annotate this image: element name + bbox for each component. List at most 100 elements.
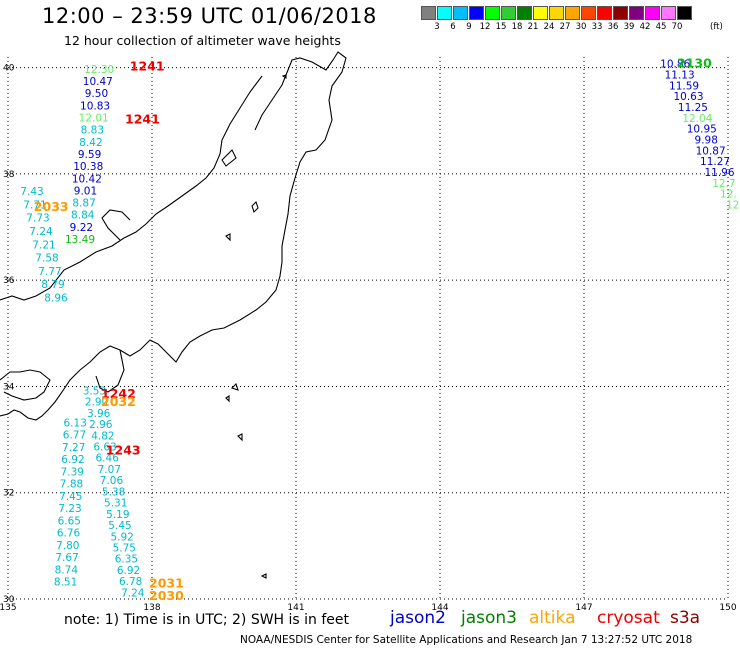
color-scale-label: 45 <box>655 22 667 32</box>
wave-height-value: 6.13 <box>64 417 87 429</box>
wave-height-value: 11.96 <box>704 167 734 179</box>
wave-height-value: 7.71 <box>23 199 46 211</box>
wave-height-value: 10.83 <box>80 100 110 112</box>
lat-label: 34 <box>3 382 15 392</box>
wave-height-value: 7.23 <box>58 503 81 515</box>
wave-height-value: 6.63 <box>93 442 116 454</box>
pass-time-label: 1241 <box>130 58 165 73</box>
wave-height-value: 7.24 <box>29 226 53 238</box>
color-swatch <box>549 6 564 20</box>
wave-height-value: 2.96 <box>89 419 113 431</box>
wave-height-value: 8.84 <box>71 210 95 222</box>
pass-time-label: 2033 <box>34 199 69 214</box>
pass-time-label: 2030 <box>149 588 184 603</box>
wave-height-value: 10.38 <box>73 161 103 173</box>
color-swatch <box>469 6 484 20</box>
color-swatch <box>581 6 596 20</box>
honshu-coast <box>0 51 347 421</box>
lon-label: 135 <box>0 603 17 613</box>
wave-height-value: 8.74 <box>55 564 79 576</box>
west-japan-sea-coast <box>0 75 263 301</box>
color-swatch <box>501 6 516 20</box>
wave-height-value: 9.98 <box>695 134 718 146</box>
wave-height-value: 8.96 <box>44 292 68 304</box>
wave-height-value: 7.39 <box>61 466 84 478</box>
color-swatch <box>661 6 676 20</box>
color-scale-unit: (ft) <box>710 22 723 32</box>
color-swatch <box>565 6 580 20</box>
color-swatch <box>517 6 532 20</box>
wave-height-value: 3.96 <box>87 408 111 420</box>
color-scale-label: 36 <box>607 22 619 32</box>
lat-label: 30 <box>3 595 15 605</box>
noto-peninsula <box>101 209 131 241</box>
color-swatch <box>613 6 628 20</box>
wave-height-value: 12. <box>720 189 737 201</box>
footnote: note: 1) Time is in UTC; 2) SWH is in fe… <box>64 612 350 628</box>
color-scale-label: 24 <box>543 22 555 32</box>
wave-height-value: 10.95 <box>687 124 717 136</box>
sado-island <box>221 149 237 167</box>
wave-height-value: 5.31 <box>104 498 127 510</box>
lat-label: 40 <box>3 64 15 74</box>
legend-s3a: s3a <box>670 608 701 628</box>
wave-height-value: 7.43 <box>20 186 43 198</box>
color-scale-label: 30 <box>575 22 587 32</box>
wave-height-value: 7.58 <box>35 253 58 265</box>
wave-height-value: 6.78 <box>119 576 142 588</box>
small-island-a <box>281 74 287 80</box>
wave-height-value: 5.38 <box>102 486 125 498</box>
lat-lon-grid <box>7 57 729 600</box>
legend-jason2: jason2 <box>390 608 446 628</box>
kii-peninsula <box>95 349 125 393</box>
color-swatch <box>533 6 548 20</box>
legend-cryosat: cryosat <box>597 608 660 628</box>
color-scale-label: 3 <box>434 22 440 32</box>
lat-label: 32 <box>3 489 14 499</box>
lon-label: 144 <box>431 603 448 613</box>
wave-height-value: 13.49 <box>65 234 95 246</box>
wave-height-value: 5.45 <box>108 520 131 532</box>
wave-height-value: 12.7 <box>712 178 735 190</box>
wave-height-value: 11.27 <box>700 156 730 168</box>
wave-height-value: 6.77 <box>63 430 86 442</box>
lon-label: 147 <box>575 603 592 613</box>
wave-height-value: 6.46 <box>96 453 120 465</box>
lon-label: 138 <box>143 603 160 613</box>
legend-jason3: jason3 <box>461 608 517 628</box>
wave-height-value: 10.63 <box>673 91 703 103</box>
color-scale-label: 42 <box>639 22 651 32</box>
wave-height-value: 5.19 <box>106 509 129 521</box>
color-swatch <box>645 6 660 20</box>
wave-height-value: 10.47 <box>83 76 113 88</box>
pass-time-label: 2032 <box>101 394 136 409</box>
lat-label: 36 <box>3 276 15 286</box>
wave-height-value: 8.83 <box>81 125 104 137</box>
small-lake-2 <box>225 233 231 242</box>
color-scale-label: 39 <box>623 22 635 32</box>
wave-height-value: 6.65 <box>58 515 81 527</box>
wave-height-value: 6.76 <box>57 528 81 540</box>
lon-label: 150 <box>719 603 736 613</box>
wave-height-value: 8.42 <box>79 137 102 149</box>
credit-line: NOAA/NESDIS Center for Satellite Applica… <box>240 634 693 646</box>
wave-height-value: 12.30 <box>84 64 114 76</box>
wave-height-value: 10.42 <box>72 173 102 185</box>
wave-height-value: 7.77 <box>38 266 61 278</box>
chart-title: 12:00 – 23:59 UTC 01/06/2018 <box>42 4 377 28</box>
pass-time-label: 1242 <box>101 386 136 401</box>
color-swatch <box>629 6 644 20</box>
wave-height-value: 6.35 <box>115 554 138 566</box>
pass-time-label: 2031 <box>149 575 184 590</box>
lat-label: 38 <box>3 170 15 180</box>
pass-time-label: 1243 <box>106 442 141 457</box>
wave-height-value: 7.24 <box>121 587 145 599</box>
wave-height-value: 8.87 <box>72 198 95 210</box>
wave-height-value: 7.80 <box>56 540 79 552</box>
wave-height-color-scale <box>421 6 693 20</box>
wave-height-value: 9.50 <box>85 88 108 100</box>
pass-time-label: 2130 <box>677 56 712 71</box>
wave-height-value: 5.75 <box>113 542 136 554</box>
coastline <box>0 51 347 579</box>
